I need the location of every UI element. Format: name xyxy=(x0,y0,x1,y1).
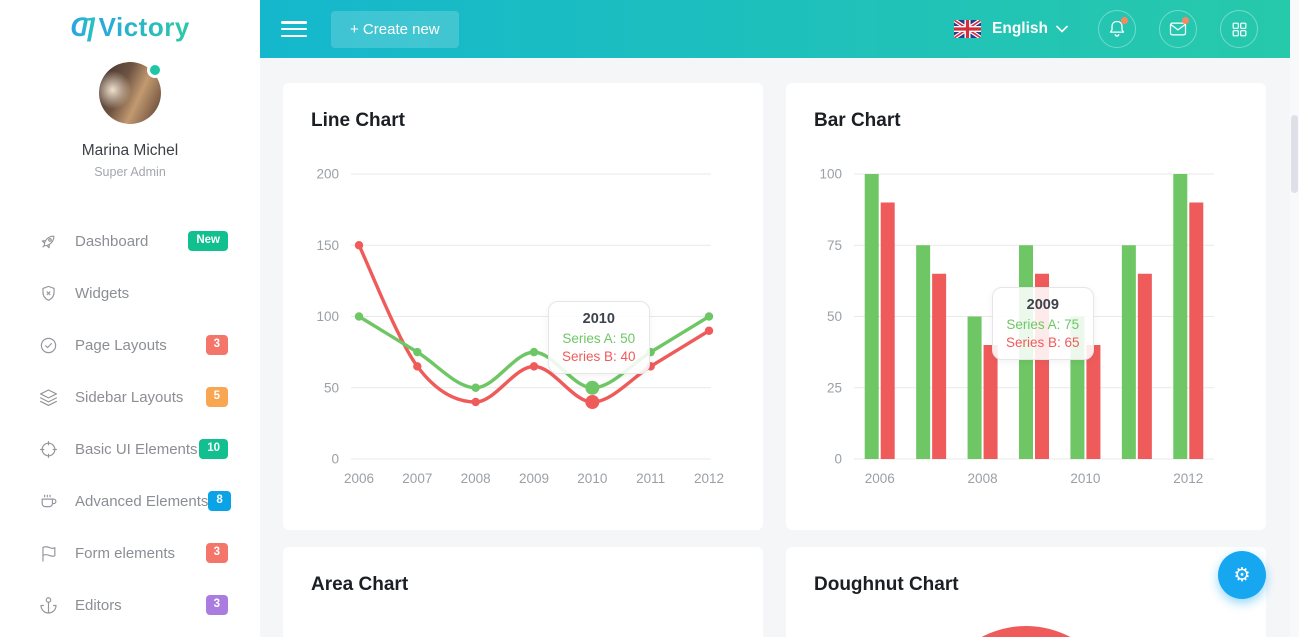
badge-count: 10 xyxy=(199,439,228,459)
sidebar-item-form-elements[interactable]: Form elements 3 xyxy=(0,527,260,579)
tooltip-series-b: Series B: 65 xyxy=(1006,335,1080,350)
area-chart-card: Area Chart xyxy=(283,547,763,637)
tooltip-series-b: Series B: 40 xyxy=(562,349,636,364)
doughnut-chart[interactable] xyxy=(931,626,1121,637)
sidebar-item-label: Page Layouts xyxy=(75,336,167,354)
sidebar-item-label: Widgets xyxy=(75,284,130,302)
sidebar-item-dashboard[interactable]: Dashboard New xyxy=(0,215,260,267)
svg-text:100: 100 xyxy=(316,309,339,324)
badge-count: 3 xyxy=(205,595,228,615)
sidebar-item-advanced[interactable]: Advanced Elements 8 xyxy=(0,475,260,527)
svg-text:2010: 2010 xyxy=(577,471,607,486)
svg-text:150: 150 xyxy=(316,238,339,253)
badge-new: New xyxy=(188,231,228,251)
tooltip-series-a: Series A: 75 xyxy=(1006,317,1080,332)
brand-v-icon: Ƣ xyxy=(70,12,95,42)
card-title: Line Chart xyxy=(311,110,405,131)
svg-text:2012: 2012 xyxy=(694,471,724,486)
badge-count: 3 xyxy=(205,543,228,563)
rocket-icon xyxy=(38,231,58,251)
svg-text:100: 100 xyxy=(819,167,842,182)
line-chart-card: Line Chart 0 50 100 150 200 2006 2007 2008 2009 2… xyxy=(283,83,763,530)
bell-icon xyxy=(1109,20,1125,37)
badge-count: 3 xyxy=(205,335,228,355)
shield-icon xyxy=(38,283,58,303)
messages-button[interactable] xyxy=(1159,10,1197,48)
svg-text:25: 25 xyxy=(827,380,842,395)
svg-text:0: 0 xyxy=(331,452,339,467)
uk-flag-icon xyxy=(954,20,982,38)
card-title: Doughnut Chart xyxy=(814,574,959,595)
sidebar-item-label: Sidebar Layouts xyxy=(75,388,184,406)
sidebar-item-label: Editors xyxy=(75,596,122,614)
user-name: Marina Michel xyxy=(81,142,179,159)
apps-button[interactable] xyxy=(1220,10,1258,48)
svg-text:2006: 2006 xyxy=(865,471,895,486)
card-title: Area Chart xyxy=(311,574,409,595)
tooltip-year: 2010 xyxy=(582,311,615,327)
sidebar-item-basic-ui[interactable]: Basic UI Elements 10 xyxy=(0,423,260,475)
chart-tooltip: 2009 Series A: 75 Series B: 65 xyxy=(992,287,1094,360)
online-status-dot xyxy=(150,65,160,75)
scrollbar-thumb[interactable] xyxy=(1291,115,1298,193)
sidebar-item-label: Form elements xyxy=(75,544,176,562)
sidebar-item-label: Advanced Elements xyxy=(75,492,209,510)
sidebar-item-sidebar-layouts[interactable]: Sidebar Layouts 5 xyxy=(0,371,260,423)
notification-dot xyxy=(1121,17,1128,24)
brand-logo[interactable]: Ƣ Victory xyxy=(0,12,260,43)
svg-text:2006: 2006 xyxy=(344,471,374,486)
svg-text:50: 50 xyxy=(827,309,842,324)
svg-text:200: 200 xyxy=(316,167,339,182)
crosshair-icon xyxy=(38,439,58,459)
chevron-down-icon xyxy=(1056,25,1068,33)
notification-dot xyxy=(1182,17,1189,24)
svg-text:2010: 2010 xyxy=(1070,471,1100,486)
sidebar-item-label: Basic UI Elements xyxy=(75,440,198,458)
svg-text:2008: 2008 xyxy=(968,471,998,486)
topbar: + Create new English xyxy=(260,0,1290,58)
svg-text:2011: 2011 xyxy=(636,471,665,486)
svg-text:50: 50 xyxy=(324,380,339,395)
notifications-button[interactable] xyxy=(1098,10,1136,48)
sidebar: Ƣ Victory Marina Michel Super Admin Dashb… xyxy=(0,0,260,637)
layers-icon xyxy=(38,387,58,407)
svg-text:0: 0 xyxy=(834,452,842,467)
sidebar-item-page-layouts[interactable]: Page Layouts 3 xyxy=(0,319,260,371)
sidebar-item-widgets[interactable]: Widgets xyxy=(0,267,260,319)
user-profile: Marina Michel Super Admin xyxy=(0,62,260,179)
svg-text:75: 75 xyxy=(827,238,842,253)
tooltip-year: 2009 xyxy=(1026,297,1059,313)
svg-text:2009: 2009 xyxy=(519,471,549,486)
gear-icon: ⚙︎ xyxy=(1233,564,1251,586)
flag-icon xyxy=(38,543,58,563)
brand-name: Victory xyxy=(98,12,190,42)
bar-chart-card: Bar Chart 0 25 50 75 100 2006 2008 2010 2012 200… xyxy=(786,83,1266,530)
create-new-button[interactable]: + Create new xyxy=(331,10,459,48)
user-role: Super Admin xyxy=(94,165,166,179)
svg-text:2012: 2012 xyxy=(1173,471,1203,486)
grid-icon xyxy=(1232,22,1246,36)
doughnut-chart-card: Doughnut Chart xyxy=(786,547,1266,637)
settings-fab-button[interactable]: ⚙︎ xyxy=(1218,551,1266,599)
tooltip-series-a: Series A: 50 xyxy=(562,331,636,346)
sidebar-item-editors[interactable]: Editors 3 xyxy=(0,579,260,631)
scrollbar-track[interactable] xyxy=(1290,0,1299,637)
language-label: English xyxy=(992,20,1048,37)
mail-icon xyxy=(1169,22,1187,36)
coffee-icon xyxy=(38,491,58,511)
svg-text:2007: 2007 xyxy=(402,471,432,486)
check-circle-icon xyxy=(38,335,58,355)
sidebar-nav: Dashboard New Widgets Page Layouts 3 xyxy=(0,215,260,631)
badge-count: 8 xyxy=(208,491,231,511)
chart-tooltip: 2010 Series A: 50 Series B: 40 xyxy=(548,301,650,374)
badge-count: 5 xyxy=(205,387,228,407)
card-title: Bar Chart xyxy=(814,110,901,131)
sidebar-item-label: Dashboard xyxy=(75,232,149,250)
hamburger-menu-icon[interactable] xyxy=(281,21,307,37)
language-selector[interactable]: English xyxy=(954,20,1068,38)
svg-text:2008: 2008 xyxy=(461,471,491,486)
line-chart[interactable]: 0 50 100 150 200 2006 2007 2008 2009 2010 2011 2012 xyxy=(299,159,739,493)
anchor-icon xyxy=(38,595,58,615)
